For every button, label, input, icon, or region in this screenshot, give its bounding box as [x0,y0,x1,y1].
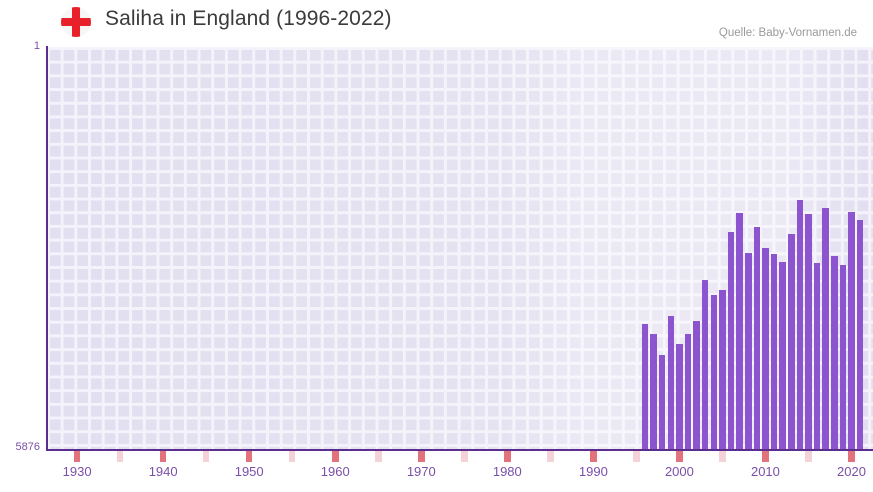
x-tick-label-2010: 2010 [750,464,780,479]
x-axis-tick-labels: 1930 1940 1950 1960 1970 1980 1990 2000 2010 2020 [0,464,873,484]
x-tick-label-1940: 1940 [148,464,178,479]
bar-1998 [658,354,666,450]
bar-2001 [684,334,692,450]
bar-2010 [762,247,769,450]
x-tick-label-1970: 1970 [406,464,436,479]
england-flag-icon [61,7,91,37]
x-marker-1955 [288,451,296,462]
bar-2007 [736,212,743,450]
bar-2004 [710,295,718,450]
x-marker-1965 [374,451,382,462]
bar-2006 [727,232,735,450]
x-marker-2010 [762,451,769,462]
x-tick-label-2020: 2020 [837,464,866,479]
bar-2017 [822,208,829,450]
x-axis-marker-strip [47,451,873,462]
bar-2002 [693,320,700,450]
x-tick-label-1990: 1990 [578,464,608,479]
bar-1996 [641,324,649,450]
bar-2000 [676,343,683,450]
bar-2021 [856,219,864,450]
x-marker-2020 [848,451,855,462]
bar-2014 [796,199,804,450]
y-axis-line [46,46,48,451]
x-marker-1970 [418,451,425,462]
x-axis-line [46,449,873,451]
x-marker-1980 [504,451,511,462]
x-marker-1990 [590,451,597,462]
bar-2012 [779,261,786,450]
bar-2020 [848,212,855,450]
chart-header: Saliha in England (1996-2022) Quelle: Ba… [0,0,873,45]
x-marker-2015 [805,451,812,462]
bar-2019 [839,265,847,450]
bar-2018 [831,256,838,450]
bar-2015 [805,213,812,450]
x-marker-1935 [116,451,124,462]
bar-1997 [650,334,657,450]
y-axis-tick-top: 1 [33,40,40,52]
bar-2005 [719,289,726,450]
bar-2011 [770,254,778,450]
bar-2008 [744,252,752,450]
x-tick-label-1980: 1980 [492,464,522,479]
bar-2009 [753,226,761,450]
flag-cross-vertical [72,7,80,37]
x-tick-label-1960: 1960 [320,464,350,479]
bar-1999 [667,315,675,450]
source-attribution: Quelle: Baby-Vornamen.de [718,27,857,39]
x-marker-1995 [633,451,640,462]
bar-2003 [701,280,709,450]
x-marker-1940 [159,451,167,462]
bar-2016 [813,263,821,450]
x-marker-2005 [719,451,726,462]
x-marker-1985 [547,451,554,462]
x-tick-label-1930: 1930 [62,464,92,479]
x-marker-1975 [461,451,468,462]
x-tick-label-1950: 1950 [234,464,264,479]
x-marker-1945 [202,451,210,462]
x-marker-1930 [73,451,81,462]
plot-area [47,47,873,450]
page-title: Saliha in England (1996-2022) [105,7,392,30]
x-tick-label-2000: 2000 [664,464,694,479]
y-axis-tick-bottom: 5876 [15,441,40,453]
x-marker-1950 [245,451,253,462]
bar-2013 [787,234,795,450]
x-marker-2000 [676,451,683,462]
x-marker-1960 [331,451,339,462]
